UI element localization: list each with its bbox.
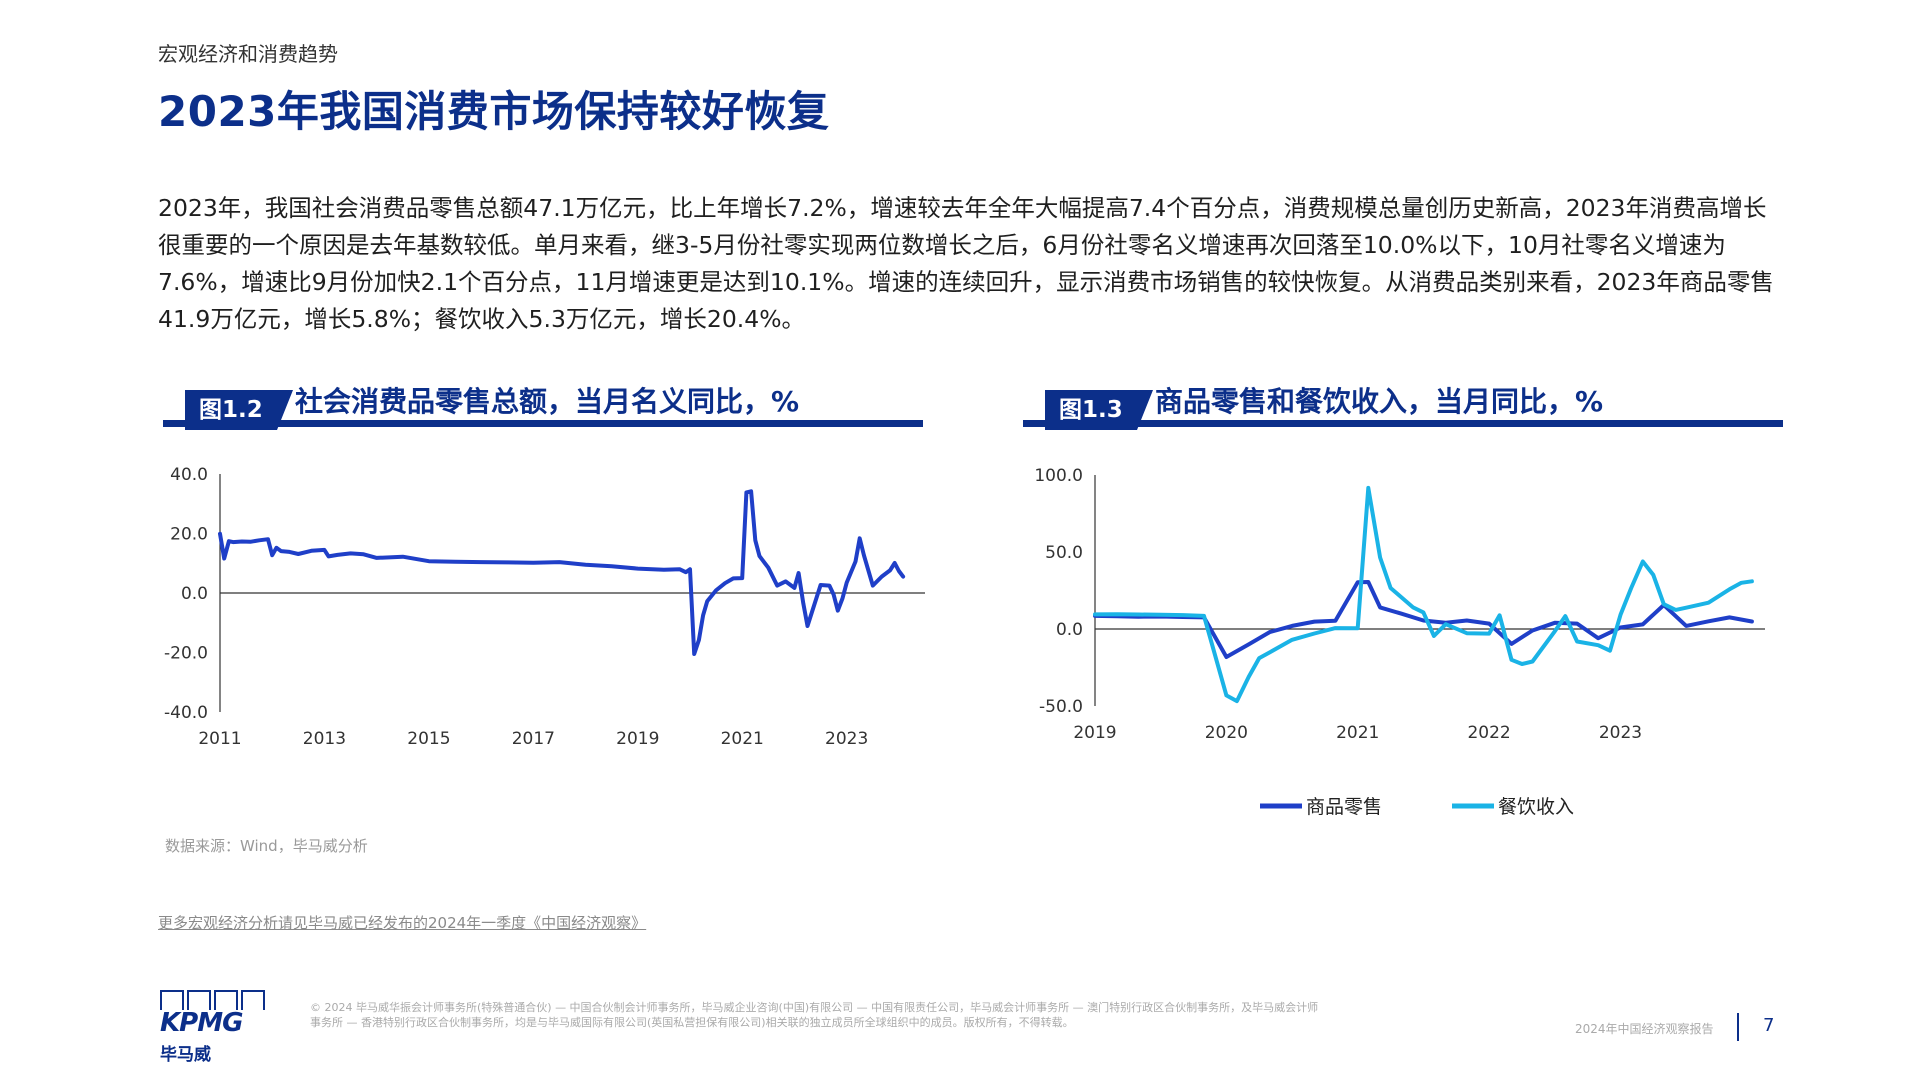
chart-retail-sales-yoy: 40.0 20.0 0.0 -20.0 -40.0 2011 2013 2015 2017 201… (164, 465, 925, 749)
section-label: 宏观经济和消费趋势 (158, 42, 338, 66)
figure-1-3-title: 商品零售和餐饮收入，当月同比，% (1155, 385, 1604, 418)
figure-1-2-rule (163, 420, 923, 427)
chart2-x-tick-label: 2021 (1336, 723, 1379, 743)
chart2-series-line-0 (1093, 580, 1754, 659)
chart-goods-catering-yoy: 100.0 50.0 0.0 -50.0 2019 2020 2021 2022 2023 商品零… (1034, 466, 1765, 818)
chart1-y-tick-label: 20.0 (170, 525, 208, 545)
chart2-y-tick-label: 0.0 (1056, 620, 1083, 640)
chart1-x-tick-label: 2013 (303, 729, 346, 749)
chart1-x-tick-label: 2019 (616, 729, 659, 749)
chart1-series-line-0 (218, 489, 906, 656)
footer-divider (1737, 1013, 1739, 1041)
figure-1-3-tag: 图1.3 (1045, 390, 1153, 430)
logo-boxes-icon (160, 990, 265, 1010)
chart2-x-tick-label: 2019 (1073, 723, 1116, 743)
footer-disclaimer: © 2024 毕马威华振会计师事务所(特殊普通合伙) — 中国合伙制会计师事务所… (310, 1001, 1319, 1029)
footer-report-name: 2024年中国经济观察报告 (1575, 1022, 1714, 1036)
chart1-y-tick-label: -40.0 (164, 703, 208, 723)
chart1-y-tick-label: -20.0 (164, 644, 208, 664)
chart1-y-tick-label: 40.0 (170, 465, 208, 485)
body-paragraph: 2023年，我国社会消费品零售总额47.1万亿元，比上年增长7.2%，增速较去年… (158, 194, 1774, 333)
page-number: 7 (1763, 1015, 1775, 1036)
chart1-x-tick-label: 2011 (198, 729, 241, 749)
chart2-x-tick-label: 2020 (1205, 723, 1248, 743)
data-source: 数据来源：Wind，毕马威分析 (165, 837, 368, 855)
chart1-x-tick-label: 2017 (512, 729, 555, 749)
figure-1-2-tag: 图1.2 (185, 390, 293, 430)
chart1-x-tick-label: 2015 (407, 729, 450, 749)
logo-word: KPMG (160, 1008, 243, 1038)
chart2-legend-label: 餐饮收入 (1498, 796, 1574, 818)
figure-1-3-rule (1023, 420, 1783, 427)
figure-1-2-header: 图1.2 社会消费品零售总额，当月名义同比，% (163, 378, 923, 434)
chart2-legend-label: 商品零售 (1306, 796, 1382, 818)
figure-1-3-header: 图1.3 商品零售和餐饮收入，当月同比，% (1023, 378, 1783, 434)
chart2-y-tick-label: -50.0 (1039, 697, 1083, 717)
chart2-x-tick-label: 2022 (1467, 723, 1510, 743)
chart2-y-tick-label: 100.0 (1034, 466, 1083, 486)
chart1-x-tick-label: 2023 (825, 729, 868, 749)
chart1-y-tick-label: 0.0 (181, 584, 208, 604)
chart2-x-tick-label: 2023 (1599, 723, 1642, 743)
page-title: 2023年我国消费市场保持较好恢复 (158, 87, 830, 136)
figure-1-2-title: 社会消费品零售总额，当月名义同比，% (295, 385, 800, 418)
chart2-series-line-1 (1093, 485, 1754, 704)
chart2-y-tick-label: 50.0 (1045, 543, 1083, 563)
logo-cn: 毕马威 (160, 1045, 211, 1065)
chart1-x-tick-label: 2021 (721, 729, 764, 749)
more-analysis-link[interactable]: 更多宏观经济分析请见毕马威已经发布的2024年一季度《中国经济观察》 (158, 914, 647, 932)
kpmg-logo: KPMG 毕马威 (160, 990, 265, 1065)
